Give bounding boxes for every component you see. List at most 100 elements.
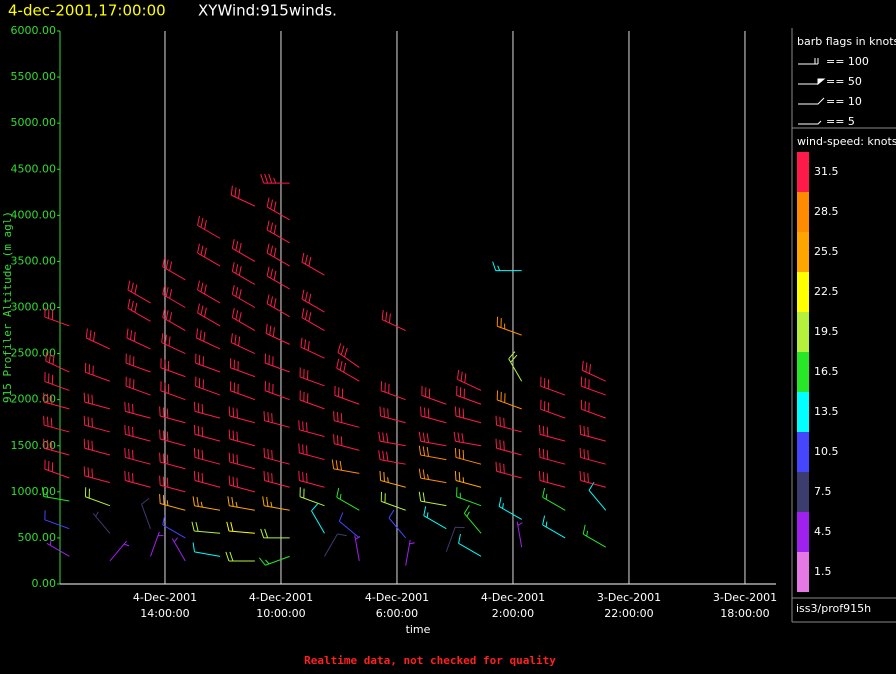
wind-barb [83, 392, 111, 410]
flag-label: == 10 [826, 95, 862, 108]
wind-barb [193, 447, 221, 465]
y-tick-label: 1000.00 [11, 485, 57, 498]
wind-barb [228, 406, 256, 424]
wind-barb [453, 431, 482, 447]
colorbar-swatch [797, 352, 809, 392]
wind-barb [262, 496, 290, 511]
wind-barb [454, 470, 482, 488]
wind-barb [127, 298, 151, 322]
flags-title: barb flags in knots [797, 35, 896, 48]
wind-barb [83, 438, 111, 456]
wind-barb [338, 512, 360, 539]
colorbar-swatch [797, 512, 809, 552]
wind-barb [496, 390, 522, 410]
wind-barb [260, 528, 290, 539]
wind-barb [263, 470, 290, 488]
wind-barb [126, 328, 151, 350]
wind-barb [405, 539, 415, 566]
wind-barb [542, 487, 566, 511]
wind-barb [192, 542, 221, 557]
wind-barb [298, 470, 325, 488]
wind-barb [193, 401, 221, 419]
wind-barb [124, 401, 151, 419]
wind-barb [228, 475, 256, 493]
wind-barb [159, 452, 186, 470]
flag-icon [798, 120, 822, 125]
y-tick-label: 6000.00 [11, 24, 57, 37]
wind-barb [266, 197, 290, 221]
wind-barb [44, 510, 70, 530]
wind-barb [160, 358, 186, 378]
wind-barb [231, 308, 256, 331]
colorbar-swatch [797, 232, 809, 272]
wind-barb [496, 316, 522, 336]
wind-barb [495, 461, 522, 479]
colorbar-swatch [797, 152, 809, 192]
wind-barb [231, 239, 256, 262]
wind-barb [197, 215, 221, 239]
wind-barb [230, 333, 256, 355]
wind-barb [333, 434, 360, 451]
wind-barb [125, 376, 151, 396]
wind-barb [159, 429, 186, 447]
x-tick-label: 4-Dec-2001 6:00:00 [365, 591, 429, 620]
x-tick-label: 3-Dec-2001 18:00:00 [713, 591, 777, 620]
legend-panel: barb flags in knots wind-speed: knots [797, 35, 896, 148]
wind-barb [538, 470, 566, 488]
wind-barb [337, 343, 360, 368]
wind-barb [508, 351, 523, 382]
wind-barb [334, 385, 360, 405]
wind-barb [41, 487, 70, 502]
wind-barb [266, 243, 290, 267]
x-tick-label: 4-Dec-2001 14:00:00 [133, 591, 197, 620]
wind-barb [418, 468, 447, 484]
colorbar-label: 28.5 [814, 205, 839, 218]
wind-barb [193, 470, 221, 488]
wind-barb [582, 524, 607, 548]
wind-barb [83, 415, 111, 433]
wind-barb [264, 381, 290, 401]
flag-label: == 5 [826, 115, 855, 128]
wind-barb [162, 285, 186, 308]
wind-barb [579, 424, 606, 442]
wind-barb [229, 358, 256, 378]
wind-barb [85, 328, 111, 350]
wind-barb [354, 535, 361, 562]
wind-barb [127, 280, 151, 304]
wind-barb [324, 533, 347, 557]
wind-barb [380, 491, 406, 511]
chart-title: 4-dec-2001,17:00:00 [8, 2, 166, 20]
wind-barb [336, 487, 360, 511]
wind-barb [579, 447, 606, 465]
wind-barb [420, 406, 447, 424]
x-tick-label: 4-Dec-2001 10:00:00 [249, 591, 313, 620]
wind-barb [92, 511, 111, 534]
wind-barb [421, 385, 447, 405]
wind-barb [378, 431, 406, 447]
wind-barb [258, 555, 290, 566]
flag-icon [798, 58, 819, 65]
y-tick-label: 5000.00 [11, 116, 57, 129]
colorbar-swatch [797, 392, 809, 432]
chart-subtitle: XYWind:915winds. [198, 2, 337, 20]
wind-barb [44, 307, 70, 327]
colorbar-label: 10.5 [814, 445, 839, 458]
wind-barb [492, 261, 522, 272]
wind-barb [311, 503, 325, 534]
wind-barb [579, 470, 606, 488]
wind-barb [542, 515, 566, 539]
wind-barb [197, 280, 221, 304]
wind-barb [463, 505, 482, 534]
flag-label: == 100 [826, 55, 869, 68]
colorbar-label: 16.5 [814, 365, 839, 378]
wind-barb [445, 526, 465, 552]
colorbar-label: 19.5 [814, 325, 839, 338]
wind-barb [160, 381, 186, 401]
wind-barb [195, 353, 221, 373]
colorbar-title: wind-speed: knots [797, 135, 896, 148]
wind-barb [457, 369, 482, 391]
wind-barb [162, 308, 186, 331]
wind-barb [298, 420, 325, 438]
wind-barb [197, 303, 221, 327]
